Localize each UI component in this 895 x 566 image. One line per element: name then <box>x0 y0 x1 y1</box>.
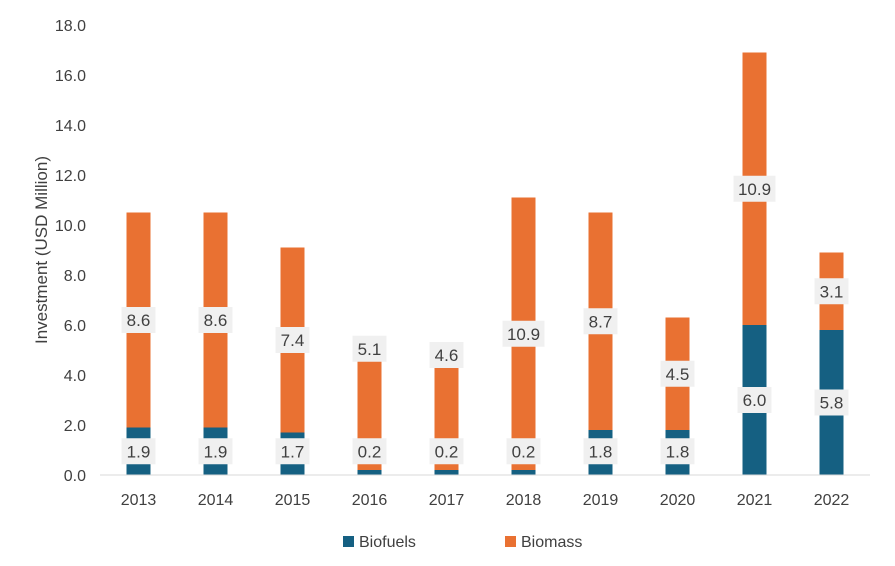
x-tick-label: 2016 <box>352 492 388 509</box>
data-label-biofuels-2019: 1.8 <box>589 442 613 461</box>
data-label-biomass-2013: 8.6 <box>127 311 151 330</box>
data-label-biomass-2021: 10.9 <box>738 180 771 199</box>
y-tick-label: 2.0 <box>64 418 86 435</box>
data-label-biomass-2020: 4.5 <box>666 365 690 384</box>
data-labels: 1.9 8.6 1.9 8.6 1.7 7.4 0.2 5.1 0.2 4.6 0.2 10.9 1.8… <box>121 175 849 465</box>
data-label-biofuels-2020: 1.8 <box>666 442 690 461</box>
x-tick-label: 2022 <box>814 492 850 509</box>
data-label-box <box>660 360 695 387</box>
data-label-biofuels-2013: 1.9 <box>127 442 151 461</box>
data-label-box <box>502 320 545 347</box>
x-tick-label: 2018 <box>506 492 542 509</box>
data-label-box <box>814 389 849 416</box>
x-tick-label: 2021 <box>737 492 773 509</box>
x-axis-ticks: 2013 2014 2015 2016 2017 2018 2019 2020 2021 2022 <box>121 492 850 509</box>
data-label-box <box>198 307 233 333</box>
data-label-biomass-2014: 8.6 <box>204 311 228 330</box>
data-label-box <box>275 327 310 353</box>
data-label-box <box>198 438 233 465</box>
data-label-biofuels-2018: 0.2 <box>512 442 536 461</box>
y-tick-label: 14.0 <box>55 118 86 135</box>
y-tick-label: 4.0 <box>64 368 86 385</box>
y-tick-label: 18.0 <box>55 18 86 35</box>
x-tick-label: 2015 <box>275 492 311 509</box>
data-label-biofuels-2017: 0.2 <box>435 442 459 461</box>
data-label-box <box>737 387 772 413</box>
data-label-biomass-2015: 7.4 <box>281 331 305 350</box>
bar-biofuels-2018 <box>511 470 536 475</box>
data-label-biomass-2017: 4.6 <box>435 346 459 365</box>
data-label-box <box>583 438 618 465</box>
bars <box>126 52 844 475</box>
data-label-biomass-2016: 5.1 <box>358 340 382 359</box>
x-tick-label: 2014 <box>198 492 234 509</box>
y-axis-title: Investment (USD Million) <box>32 156 51 344</box>
y-tick-label: 12.0 <box>55 168 86 185</box>
data-label-box <box>429 438 464 465</box>
data-label-box <box>660 438 695 465</box>
legend-swatch-biofuels <box>343 536 354 547</box>
data-label-biofuels-2015: 1.7 <box>281 442 305 461</box>
x-tick-label: 2017 <box>429 492 465 509</box>
bar-biofuels-2017 <box>434 470 459 475</box>
y-tick-label: 0.0 <box>64 468 86 485</box>
data-label-box <box>814 278 849 305</box>
data-label-biofuels-2022: 5.8 <box>820 394 844 413</box>
data-label-box <box>733 175 776 202</box>
data-label-box <box>506 438 541 465</box>
legend-swatch-biomass <box>505 536 516 547</box>
legend-label-biofuels: Biofuels <box>359 534 416 551</box>
data-label-box <box>121 307 156 333</box>
data-label-box <box>352 438 387 465</box>
y-tick-label: 16.0 <box>55 68 86 85</box>
data-label-biofuels-2021: 6.0 <box>743 391 767 410</box>
data-label-biomass-2018: 10.9 <box>507 325 540 344</box>
y-axis-ticks: 0.0 2.0 4.0 6.0 8.0 10.0 12.0 14.0 16.0 18.0 <box>55 18 86 485</box>
data-label-biomass-2022: 3.1 <box>820 282 844 301</box>
data-label-box <box>583 308 618 335</box>
bar-biofuels-2016 <box>357 470 382 475</box>
x-tick-label: 2013 <box>121 492 157 509</box>
x-tick-label: 2019 <box>583 492 619 509</box>
data-label-biomass-2019: 8.7 <box>589 312 613 331</box>
y-tick-label: 8.0 <box>64 268 86 285</box>
legend: Biofuels Biomass <box>343 534 582 551</box>
data-label-box <box>352 335 387 362</box>
x-tick-label: 2020 <box>660 492 696 509</box>
data-label-biofuels-2016: 0.2 <box>358 442 382 461</box>
data-label-box <box>429 342 464 368</box>
data-label-box <box>275 438 310 465</box>
y-tick-label: 10.0 <box>55 218 86 235</box>
y-tick-label: 6.0 <box>64 318 86 335</box>
data-label-biofuels-2014: 1.9 <box>204 442 228 461</box>
legend-label-biomass: Biomass <box>521 534 582 551</box>
data-label-box <box>121 438 156 465</box>
